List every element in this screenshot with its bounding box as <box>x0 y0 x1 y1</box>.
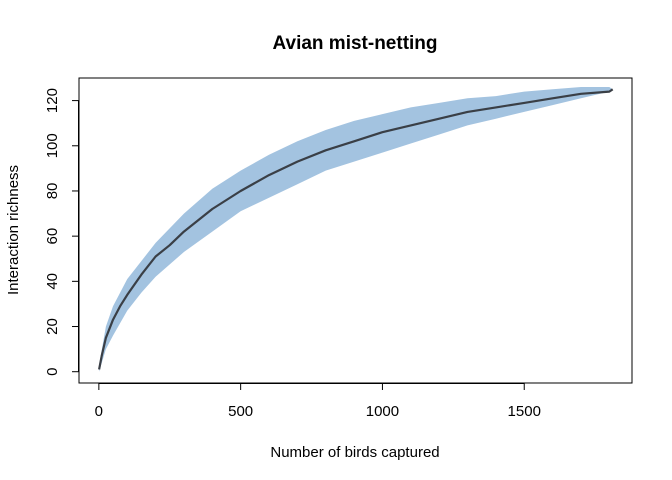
confidence-band <box>99 87 613 372</box>
y-tick-label: 40 <box>44 273 61 290</box>
y-axis-label: Interaction richness <box>5 165 22 295</box>
x-tick-label: 1000 <box>366 403 399 420</box>
x-tick-label: 500 <box>228 403 253 420</box>
x-tick-label: 1500 <box>508 403 541 420</box>
x-tick-label: 0 <box>95 403 103 420</box>
y-tick-label: 60 <box>44 228 61 245</box>
y-tick-label: 80 <box>44 183 61 200</box>
plot-area <box>98 87 614 372</box>
y-tick-label: 120 <box>44 88 61 113</box>
y-tick-label: 0 <box>44 368 61 376</box>
x-axis-label: Number of birds captured <box>270 444 439 461</box>
mean-curve-line <box>98 88 614 370</box>
y-axis: 0 20 40 60 80 100 120 <box>44 88 79 376</box>
y-tick-label: 100 <box>44 133 61 158</box>
y-tick-label: 20 <box>44 318 61 335</box>
chart-title: Avian mist-netting <box>272 33 437 54</box>
x-axis: 0 500 1000 1500 <box>95 383 541 420</box>
